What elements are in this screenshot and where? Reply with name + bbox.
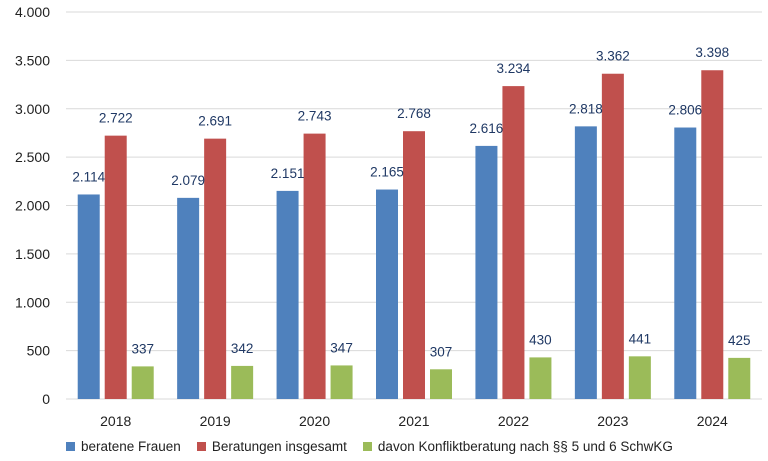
bar-0-0 — [77, 194, 100, 399]
data-label-0-0: 2.114 — [72, 169, 105, 184]
data-label-1-2: 2.743 — [298, 109, 332, 124]
y-tick-label-5: 2.500 — [15, 149, 50, 165]
data-label-1-5: 3.362 — [596, 49, 630, 64]
x-tick-label-2: 2020 — [299, 413, 330, 429]
data-label-0-4: 2.616 — [470, 121, 504, 136]
legend-swatch-2 — [362, 442, 372, 451]
data-label-0-3: 2.165 — [370, 165, 404, 180]
data-label-0-2: 2.151 — [271, 166, 305, 181]
data-label-1-0: 2.722 — [99, 111, 133, 126]
data-label-2-5: 441 — [629, 331, 652, 346]
bar-chart: 05001.0001.5002.0002.5003.0003.5004.000 … — [15, 4, 762, 429]
bar-1-4 — [502, 86, 525, 399]
x-tick-label-3: 2021 — [398, 413, 429, 429]
bar-0-1 — [177, 197, 200, 399]
bar-0-2 — [276, 190, 299, 399]
data-label-2-1: 342 — [231, 341, 254, 356]
y-tick-label-1: 500 — [27, 343, 51, 359]
bar-2-2 — [330, 365, 353, 399]
data-label-0-6: 2.806 — [668, 103, 702, 118]
bar-1-0 — [104, 135, 127, 400]
bars — [77, 70, 751, 400]
data-label-1-4: 3.234 — [497, 61, 531, 76]
y-tick-label-0: 0 — [42, 391, 50, 407]
legend-item-1: Beratungen insgesamt — [196, 439, 347, 454]
data-label-2-0: 337 — [131, 341, 154, 356]
x-tick-label-4: 2022 — [498, 413, 529, 429]
bar-1-2 — [303, 133, 326, 399]
data-label-2-2: 347 — [330, 340, 353, 355]
y-tick-label-4: 2.000 — [15, 198, 50, 214]
bar-1-6 — [701, 70, 724, 399]
y-tick-label-3: 1.500 — [15, 246, 50, 262]
bar-2-6 — [728, 357, 751, 399]
x-tick-label-5: 2023 — [597, 413, 628, 429]
y-tick-label-7: 3.500 — [15, 52, 50, 68]
x-axis-ticks: 2018 2019 2020 2021 2022 2023 2024 — [100, 413, 728, 429]
y-tick-label-6: 3.000 — [15, 101, 50, 117]
data-labels: 2.114 2.722 337 2.079 2.691 342 2.151 2.743 347 2… — [72, 45, 750, 359]
legend-swatch-1 — [196, 442, 206, 451]
bar-1-5 — [601, 73, 624, 399]
data-label-1-6: 3.398 — [695, 45, 729, 60]
data-label-2-6: 425 — [728, 333, 751, 348]
data-label-2-3: 307 — [430, 344, 453, 359]
x-tick-label-1: 2019 — [200, 413, 231, 429]
y-tick-label-8: 4.000 — [15, 4, 50, 20]
legend-item-2: davon Konfliktberatung nach §§ 5 und 6 S… — [362, 439, 673, 454]
y-tick-label-2: 1.000 — [15, 294, 50, 310]
legend-item-0: beratene Frauen — [66, 439, 181, 454]
legend-label-1: Beratungen insgesamt — [211, 439, 347, 454]
data-label-1-3: 2.768 — [397, 106, 431, 121]
x-tick-label-0: 2018 — [100, 413, 131, 429]
legend: beratene Frauen Beratungen insgesamt dav… — [66, 439, 673, 454]
y-axis-ticks: 0 500 1.000 1.500 2.000 2.500 3.000 3.500 4.000 — [15, 4, 50, 407]
x-tick-label-6: 2024 — [697, 413, 728, 429]
data-label-1-1: 2.691 — [198, 114, 232, 129]
data-label-2-4: 430 — [529, 332, 552, 347]
bar-0-6 — [674, 127, 697, 399]
bar-2-0 — [131, 366, 154, 399]
data-label-0-5: 2.818 — [569, 101, 603, 116]
legend-label-2: davon Konfliktberatung nach §§ 5 und 6 S… — [377, 439, 673, 454]
bar-1-3 — [403, 131, 425, 400]
data-label-0-1: 2.079 — [171, 173, 205, 188]
bar-2-4 — [529, 357, 552, 399]
legend-label-0: beratene Frauen — [81, 439, 181, 454]
bar-2-3 — [430, 369, 452, 399]
bar-1-1 — [204, 138, 227, 399]
bar-2-1 — [231, 365, 254, 399]
bar-0-3 — [376, 189, 398, 399]
bar-0-5 — [574, 126, 597, 400]
bar-0-4 — [475, 145, 498, 399]
legend-swatch-0 — [66, 442, 75, 451]
bar-2-5 — [628, 356, 651, 399]
